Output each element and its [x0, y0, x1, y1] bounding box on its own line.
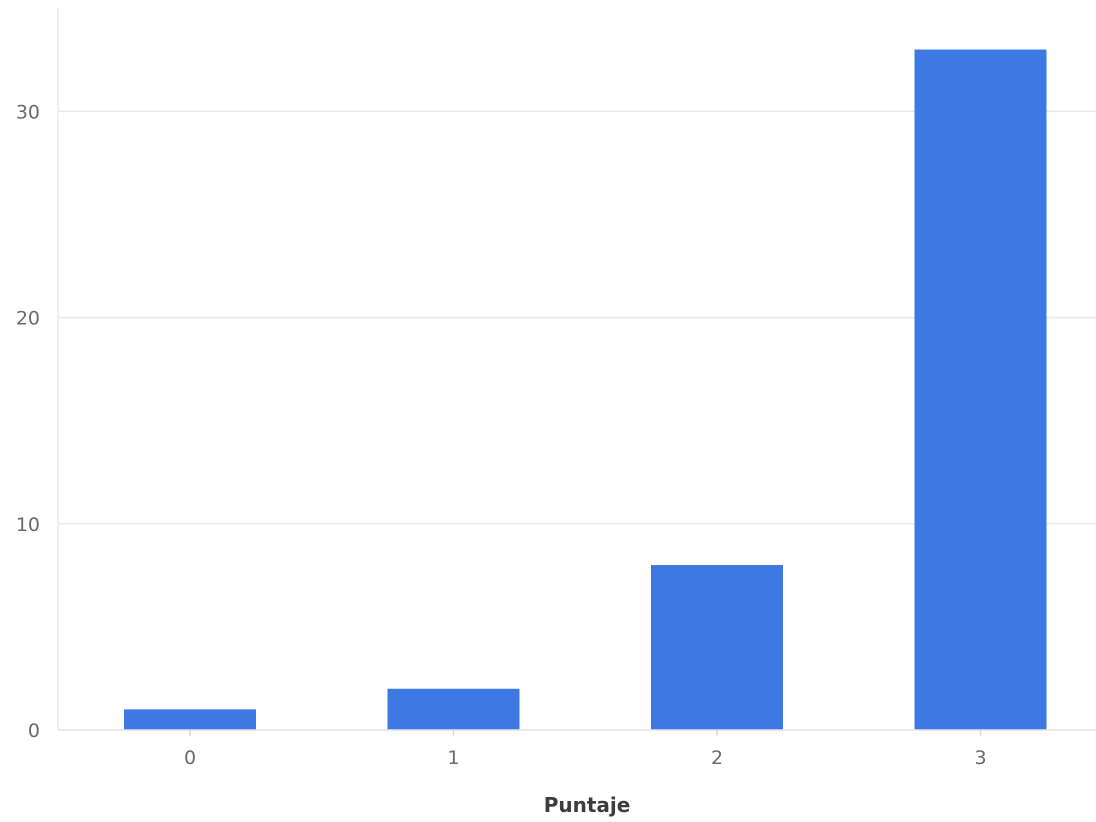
- bars: [124, 49, 1047, 731]
- x-tick-label-3: 3: [974, 747, 986, 769]
- x-axis-title: Puntaje: [544, 793, 631, 817]
- axes: [57, 8, 1096, 736]
- x-tick-label-1: 1: [447, 747, 459, 769]
- tick-labels: 0 10 20 30 0 1 2 3: [16, 101, 987, 769]
- bar-3: [914, 49, 1047, 731]
- bar-0: [124, 709, 256, 730]
- y-tick-label-0: 0: [28, 720, 40, 742]
- bar-1: [387, 688, 520, 730]
- x-tick-label-0: 0: [184, 747, 196, 769]
- bar-2: [651, 565, 783, 730]
- y-tick-label-20: 20: [16, 308, 40, 330]
- y-tick-label-10: 10: [16, 514, 40, 536]
- y-tick-label-30: 30: [16, 101, 40, 123]
- x-tick-label-2: 2: [711, 747, 723, 769]
